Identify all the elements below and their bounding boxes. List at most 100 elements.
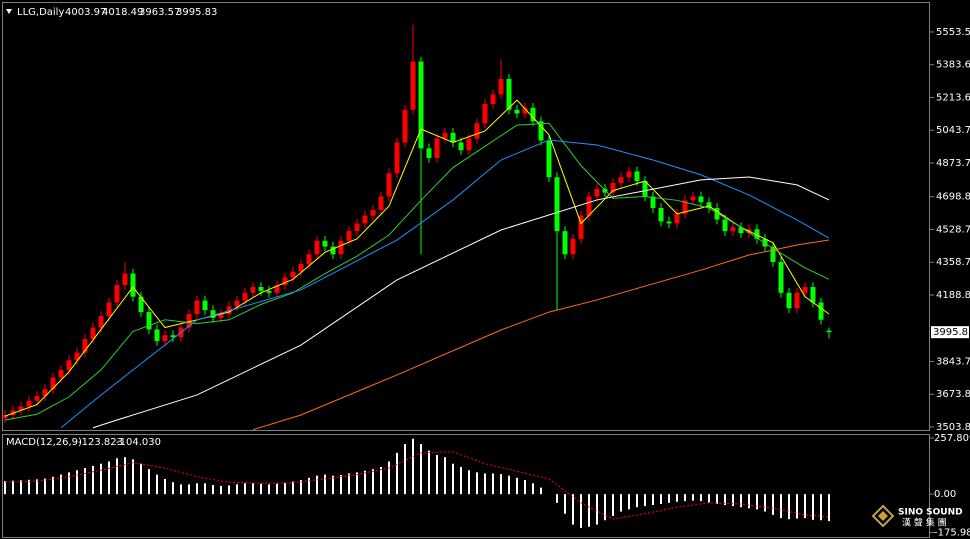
y-tick-label: 4528.70: [936, 224, 970, 235]
candle-body: [594, 188, 600, 197]
candle-body: [626, 171, 632, 178]
candle-body: [210, 310, 216, 318]
candle-body: [418, 61, 424, 149]
candle-body: [330, 246, 336, 255]
moving-average: [252, 239, 830, 431]
y-tick-label: 3843.75: [936, 356, 970, 367]
candle-body: [18, 406, 24, 411]
candle-body: [394, 142, 400, 174]
signal-line: [4, 451, 830, 520]
y-tick-label: 3503.85: [936, 422, 970, 433]
candle-body: [130, 273, 136, 297]
moving-average: [60, 139, 830, 429]
last-price-tag: [931, 326, 969, 339]
candle-body: [362, 215, 368, 224]
candle-body: [634, 171, 640, 182]
y-tick-label: 257.809: [934, 433, 970, 444]
candle-body: [618, 177, 624, 183]
candle-body: [522, 107, 528, 114]
candle-body: [378, 196, 384, 210]
y-tick-label: 3673.80: [936, 389, 970, 400]
candle-body: [2, 415, 8, 419]
candle-body: [442, 132, 448, 139]
moving-average: [92, 176, 830, 429]
candle-body: [658, 208, 664, 222]
candle-body: [826, 330, 832, 333]
candle-body: [346, 231, 352, 241]
menu-arrow[interactable]: [6, 9, 12, 14]
candle-body: [682, 200, 688, 214]
candle-body: [42, 389, 48, 396]
candle-body: [650, 196, 656, 209]
candle-body: [122, 273, 128, 286]
candle-body: [498, 78, 504, 95]
candle-body: [282, 277, 288, 286]
logo-name: SINO SOUND: [898, 508, 963, 518]
y-tick-label: 0.00: [934, 489, 956, 500]
candle-body: [578, 215, 584, 239]
candle-body: [450, 132, 456, 143]
candle-body: [386, 173, 392, 197]
macd-signal-value: -104.030: [116, 437, 161, 448]
candle-body: [778, 261, 784, 293]
candle-body: [34, 395, 40, 401]
candle-body: [154, 329, 160, 341]
candle-body: [426, 148, 432, 158]
candle-body: [666, 221, 672, 224]
candle-body: [146, 312, 152, 330]
candle-body: [530, 107, 536, 122]
candle-body: [642, 181, 648, 197]
candle-body: [322, 240, 328, 247]
moving-average: [4, 122, 830, 421]
candle-body: [706, 202, 712, 209]
candle-body: [162, 335, 168, 341]
price-panel: [2, 2, 930, 431]
candle-body: [98, 315, 104, 328]
candle-body: [770, 246, 776, 262]
candle-body: [506, 78, 512, 110]
candle-body: [354, 223, 360, 232]
candle-body: [106, 302, 112, 316]
candle-body: [218, 314, 224, 318]
candle-body: [114, 285, 120, 303]
candle-body: [754, 229, 760, 239]
candle-body: [410, 61, 416, 110]
candle-body: [546, 140, 552, 178]
last-high: 4018.49: [102, 7, 143, 18]
macd-panel: [2, 434, 930, 538]
candle-body: [266, 290, 272, 293]
candle-body: [138, 296, 144, 313]
candle-body: [722, 219, 728, 232]
y-tick-label: 5553.55: [936, 27, 970, 38]
candle-body: [202, 300, 208, 311]
y-tick-label: 5043.70: [936, 125, 970, 136]
y-tick-label: 4358.75: [936, 257, 970, 268]
logo-icon: [871, 504, 895, 528]
last-low: 3963.57: [139, 7, 180, 18]
candle-body: [314, 240, 320, 255]
candle-body: [186, 314, 192, 328]
y-tick-label: 4188.80: [936, 290, 970, 301]
candle-body: [810, 287, 816, 303]
candle-body: [786, 292, 792, 309]
y-tick-label: 5213.65: [936, 92, 970, 103]
candle-body: [82, 339, 88, 353]
candle-body: [738, 227, 744, 234]
candle-body: [226, 306, 232, 315]
candle-body: [298, 263, 304, 272]
candle-body: [402, 109, 408, 143]
candle-body: [714, 208, 720, 220]
candle-body: [274, 285, 280, 293]
candle-body: [370, 209, 376, 216]
candle-body: [490, 94, 496, 104]
candle-body: [514, 109, 520, 114]
candle-body: [434, 138, 440, 158]
candle-body: [242, 292, 248, 301]
candle-body: [482, 103, 488, 124]
candle-body: [66, 360, 72, 370]
candle-body: [194, 300, 200, 315]
candle-body: [170, 335, 176, 338]
candle-body: [458, 142, 464, 151]
